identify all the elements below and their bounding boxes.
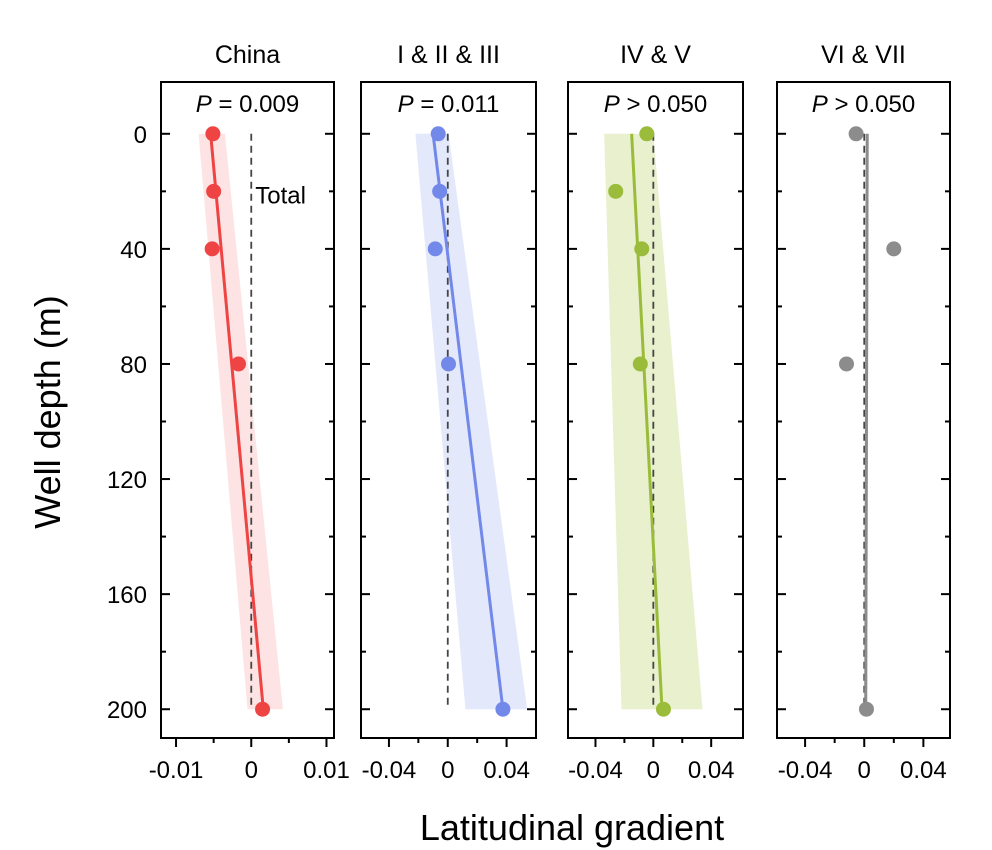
fit-line xyxy=(864,133,869,710)
data-point-3 xyxy=(838,356,854,372)
data-point-4 xyxy=(441,356,456,372)
x-tick-label: 0.04 xyxy=(688,757,735,784)
y-tick-label: 80 xyxy=(120,352,147,379)
data-point-1 xyxy=(430,126,446,142)
y-axis-title: Well depth (m) xyxy=(27,295,68,528)
data-point-1 xyxy=(848,126,864,142)
data-point-3 xyxy=(427,241,443,257)
panel-2: -0.04 0 0.04 I & II & III P = 0.011 xyxy=(360,41,537,784)
p-symbol: P xyxy=(196,91,212,118)
p-value: = 0.011 xyxy=(414,91,500,118)
x-tick-label: -0.04 xyxy=(362,757,417,784)
x-tick-label: -0.01 xyxy=(149,757,204,784)
panel-title: VI & VII xyxy=(821,41,906,69)
panel-title: IV & V xyxy=(620,41,691,69)
panel-frame xyxy=(567,81,744,739)
x-tick-label: 0.04 xyxy=(483,757,530,784)
p-symbol: P xyxy=(812,91,828,118)
data-point-4 xyxy=(858,701,874,717)
y-tick-label: 0 xyxy=(134,122,147,149)
p-value-label: P = 0.009 xyxy=(196,91,299,118)
data-point-5 xyxy=(495,701,511,717)
data-point-3 xyxy=(634,241,650,257)
panel-title: China xyxy=(215,41,280,69)
fit-line xyxy=(630,133,664,710)
p-value: > 0.050 xyxy=(620,91,707,118)
data-point-2 xyxy=(886,241,902,257)
x-tick-label: 0.01 xyxy=(303,757,350,784)
panel-title: I & II & III xyxy=(397,41,500,69)
x-tick-label: 0 xyxy=(647,757,660,784)
p-symbol: P xyxy=(604,91,620,118)
data-point-1 xyxy=(205,126,221,142)
fit-line xyxy=(431,133,505,710)
p-value-label: P = 0.011 xyxy=(398,91,500,118)
data-point-4 xyxy=(230,356,246,372)
x-tick-label: 0 xyxy=(441,757,454,784)
p-value: = 0.009 xyxy=(212,91,299,118)
x-tick-label: 0.04 xyxy=(900,757,947,784)
x-tick-label: -0.04 xyxy=(778,757,833,784)
data-point-2 xyxy=(608,183,624,199)
confidence-band xyxy=(198,133,283,710)
p-value: > 0.050 xyxy=(828,91,915,118)
data-point-5 xyxy=(655,701,671,717)
p-value-label: P > 0.050 xyxy=(812,91,915,118)
data-point-1 xyxy=(639,126,655,142)
panel-4: -0.04 0 0.04 VI & VII P > 0.050 xyxy=(776,41,951,784)
data-point-2 xyxy=(432,183,448,199)
total-annotation: Total xyxy=(255,182,306,209)
x-axis-title: Latitudinal gradient xyxy=(420,807,724,848)
data-point-2 xyxy=(206,183,222,199)
confidence-band xyxy=(415,133,528,710)
p-value-label: P > 0.050 xyxy=(604,91,707,118)
fit-line xyxy=(209,133,265,710)
x-tick-label: 0 xyxy=(858,757,871,784)
x-tick-label: 0 xyxy=(245,757,258,784)
data-point-3 xyxy=(204,241,220,257)
y-tick-label: 200 xyxy=(107,697,147,724)
x-tick-label: -0.04 xyxy=(568,757,623,784)
panel-frame xyxy=(160,81,335,739)
data-point-5 xyxy=(255,701,271,717)
y-tick-label: 160 xyxy=(107,582,147,609)
confidence-band xyxy=(604,133,703,710)
y-tick-label: 40 xyxy=(120,237,147,264)
data-point-4 xyxy=(632,356,648,372)
p-symbol: P xyxy=(398,91,414,118)
y-tick-label: 120 xyxy=(107,467,147,494)
